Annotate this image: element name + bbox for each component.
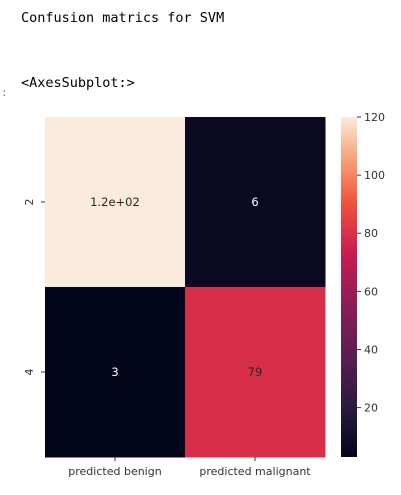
colorbar-tick-label-1: 40 [364,343,378,356]
cell-annotation-r1-c1: 79 [248,365,263,379]
colorbar-tick-label-0: 20 [364,402,378,415]
axes-repr-text: <AxesSubplot:> [21,75,135,91]
confusion-matrix-heatmap: 1.2e+02 6 3 79 2 4 predicted benign predicted … [23,111,385,479]
x-tick-label-1: predicted malignant [199,465,311,478]
colorbar-tick-label-4: 100 [364,169,385,182]
colorbar-tick-label-3: 80 [364,227,378,240]
x-tick-label-0: predicted benign [68,465,161,478]
colorbar-tick-label-5: 120 [364,111,385,124]
heatmap-cell-r0-c0 [45,117,186,288]
cell-annotation-r0-c0: 1.2e+02 [90,195,140,209]
colorbar-ticks: 20 40 60 80 100 120 [357,111,385,415]
y-tick-label-0: 2 [23,199,36,206]
colorbar [341,117,357,457]
stdout-text: Confusion matrics for SVM [21,10,225,26]
colorbar-tick-label-2: 60 [364,285,378,298]
cell-annotation-r1-c0: 3 [111,365,118,379]
heatmap-cell-r1-c1 [185,287,326,458]
heatmap-cells [45,117,326,458]
cell-annotation-r0-c1: 6 [251,195,258,209]
heatmap-annotations: 1.2e+02 6 3 79 [90,195,262,379]
heatmap-axis-ticks: 2 4 predicted benign predicted malignant [23,199,311,479]
y-tick-label-1: 4 [23,369,36,376]
heatmap-cell-r1-c0 [45,287,186,458]
output-prompt-marker: : [1,86,8,99]
heatmap-cell-r0-c1 [185,117,326,288]
